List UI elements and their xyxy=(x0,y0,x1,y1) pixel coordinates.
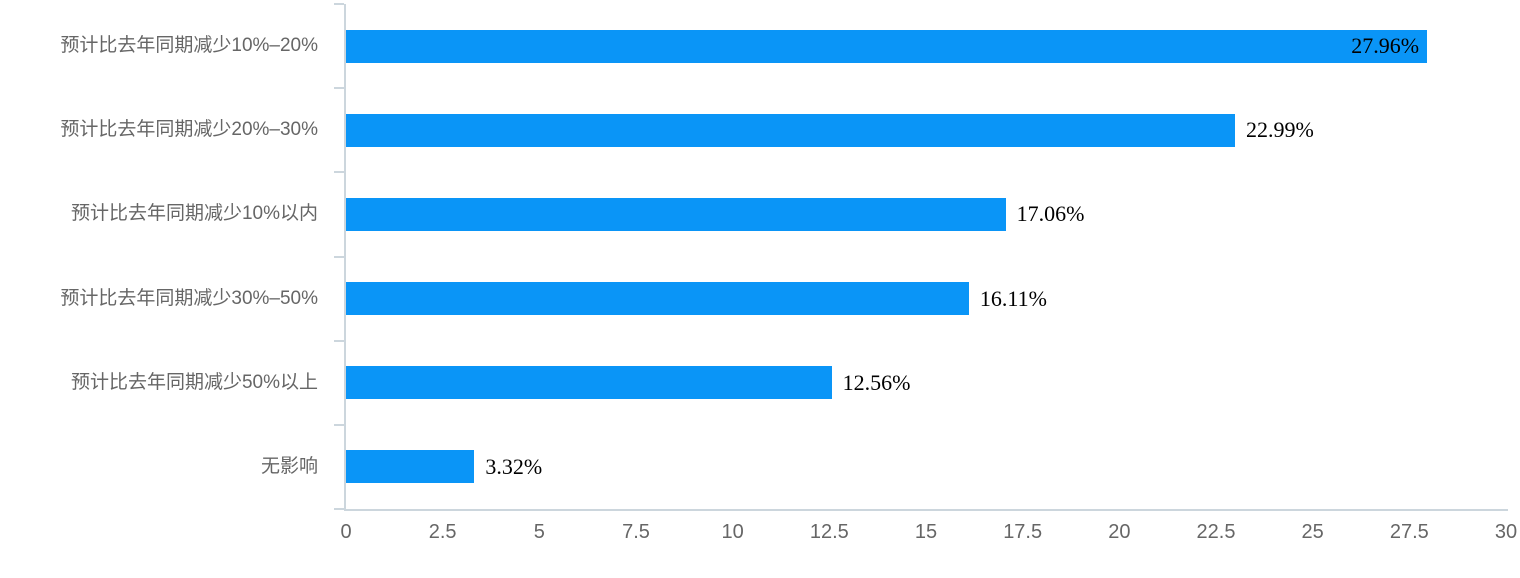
x-tick-label: 30 xyxy=(1494,521,1518,543)
bar-3 xyxy=(346,282,969,316)
category-label: 预计比去年同期减少30%–50% xyxy=(60,287,318,309)
data-label: 16.11% xyxy=(979,285,1047,311)
y-axis-line xyxy=(344,4,346,510)
x-tick-label: 20 xyxy=(1108,521,1131,543)
x-tick-label: 22.5 xyxy=(1196,521,1236,543)
x-tick-label: 5 xyxy=(533,521,545,543)
x-tick-label: 12.5 xyxy=(809,521,849,543)
data-label: 3.32% xyxy=(485,453,543,479)
bar-2 xyxy=(346,197,1006,231)
category-label: 预计比去年同期减少10%以内 xyxy=(70,203,318,225)
x-tick-label: 17.5 xyxy=(1003,521,1043,543)
bar-1 xyxy=(346,113,1235,147)
category-axis-tick xyxy=(334,3,344,5)
x-tick-label: 27.5 xyxy=(1389,521,1429,543)
x-tick-label: 15 xyxy=(914,521,938,543)
bar-4 xyxy=(346,366,832,400)
x-tick-label: 10 xyxy=(721,521,744,543)
bar-0 xyxy=(346,29,1428,63)
category-label: 预计比去年同期减少20%–30% xyxy=(60,119,318,141)
x-axis-line xyxy=(344,509,1508,511)
category-label: 无影响 xyxy=(260,455,318,477)
category-axis-tick xyxy=(334,339,344,342)
x-tick-label: 25 xyxy=(1301,521,1324,543)
category-axis-tick xyxy=(334,508,344,510)
category-axis-tick xyxy=(334,87,344,90)
bar-5 xyxy=(346,450,475,484)
category-label: 预计比去年同期减少10%–20% xyxy=(60,35,318,57)
data-label: 22.99% xyxy=(1245,117,1314,143)
category-axis-tick xyxy=(334,423,344,426)
data-label: 12.56% xyxy=(842,369,911,395)
x-tick-label: 0 xyxy=(340,521,352,543)
data-label: 27.96% xyxy=(1351,33,1420,59)
category-axis-tick xyxy=(334,255,344,258)
category-axis-tick xyxy=(334,171,344,174)
x-tick-label: 7.5 xyxy=(622,521,650,543)
data-label: 17.06% xyxy=(1016,201,1085,227)
x-tick-label: 2.5 xyxy=(428,521,457,543)
category-label: 预计比去年同期减少50%以上 xyxy=(70,371,318,393)
